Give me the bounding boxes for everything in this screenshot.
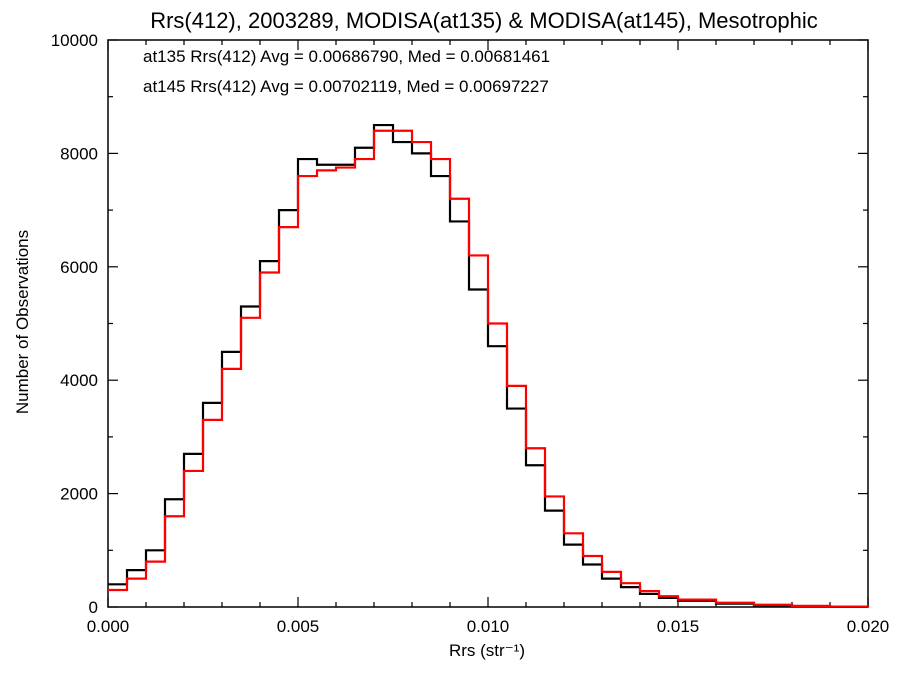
x-tick-label: 0.015 [657,617,700,636]
chart-title: Rrs(412), 2003289, MODISA(at135) & MODIS… [150,8,818,33]
annotation-at145-stats: at145 Rrs(412) Avg = 0.00702119, Med = 0… [143,77,549,96]
x-tick-label: 0.020 [847,617,890,636]
x-axis: 0.000 0.005 0.010 0.015 0.020 [87,40,890,636]
x-axis-label: Rrs (str⁻¹) [449,641,525,660]
annotation-at135-stats: at135 Rrs(412) Avg = 0.00686790, Med = 0… [143,47,550,66]
x-tick-label: 0.005 [277,617,320,636]
y-tick-label: 6000 [60,258,98,277]
y-tick-label: 0 [89,598,98,617]
series-group [108,123,870,608]
y-tick-label: 2000 [60,485,98,504]
x-tick-label: 0.000 [87,617,130,636]
series-line-1 [108,129,870,608]
y-axis: 0 2000 4000 6000 8000 10000 [51,31,868,617]
y-tick-label: 4000 [60,371,98,390]
y-axis-label: Number of Observations [13,230,32,414]
y-tick-label: 8000 [60,144,98,163]
x-tick-label: 0.010 [467,617,510,636]
y-tick-label: 10000 [51,31,98,50]
